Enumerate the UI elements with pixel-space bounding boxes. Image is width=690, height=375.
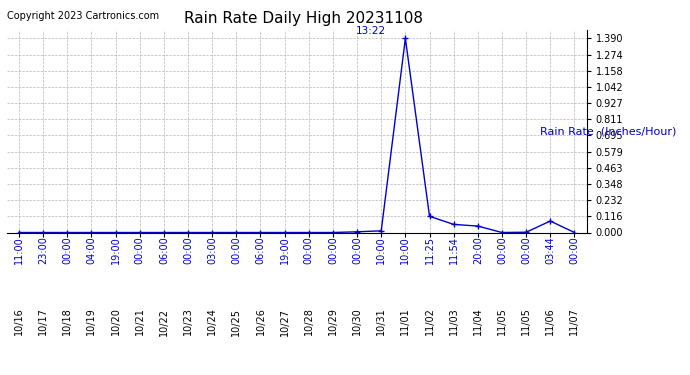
Text: 00:00: 00:00: [521, 236, 531, 264]
Text: 19:00: 19:00: [110, 236, 121, 264]
Text: 10:00: 10:00: [376, 236, 386, 264]
Text: 11/02: 11/02: [424, 308, 435, 335]
Text: 10/17: 10/17: [38, 308, 48, 335]
Text: 11/07: 11/07: [569, 308, 580, 335]
Text: 10/18: 10/18: [62, 308, 72, 335]
Text: 10/30: 10/30: [352, 308, 362, 335]
Text: 13:22: 13:22: [356, 26, 386, 36]
Text: 11:54: 11:54: [448, 236, 459, 264]
Text: 00:00: 00:00: [304, 236, 314, 264]
Text: 10/29: 10/29: [328, 308, 338, 335]
Text: 10/31: 10/31: [376, 308, 386, 335]
Text: 11/04: 11/04: [473, 308, 483, 335]
Text: 00:00: 00:00: [183, 236, 193, 264]
Text: 06:00: 06:00: [255, 236, 266, 264]
Text: Rain Rate  (Inches/Hour): Rain Rate (Inches/Hour): [540, 126, 676, 136]
Text: 00:00: 00:00: [328, 236, 338, 264]
Text: 10/26: 10/26: [255, 308, 266, 335]
Text: 11/06: 11/06: [545, 308, 555, 335]
Text: 03:44: 03:44: [545, 236, 555, 264]
Text: 10/23: 10/23: [183, 308, 193, 335]
Text: 10/27: 10/27: [279, 308, 290, 336]
Text: 06:00: 06:00: [159, 236, 169, 264]
Text: 11:25: 11:25: [424, 236, 435, 264]
Text: 19:00: 19:00: [279, 236, 290, 264]
Text: 10:00: 10:00: [400, 236, 411, 264]
Text: 10/24: 10/24: [207, 308, 217, 335]
Text: 00:00: 00:00: [497, 236, 507, 264]
Text: 04:00: 04:00: [86, 236, 97, 264]
Text: 10/16: 10/16: [14, 308, 24, 335]
Text: 00:00: 00:00: [569, 236, 580, 264]
Text: 00:00: 00:00: [231, 236, 241, 264]
Text: 10/21: 10/21: [135, 308, 145, 335]
Text: 10/28: 10/28: [304, 308, 314, 335]
Text: 00:00: 00:00: [62, 236, 72, 264]
Text: 10/22: 10/22: [159, 308, 169, 336]
Text: 11/03: 11/03: [448, 308, 459, 335]
Text: 11/01: 11/01: [400, 308, 411, 335]
Text: 10/25: 10/25: [231, 308, 241, 336]
Text: Rain Rate Daily High 20231108: Rain Rate Daily High 20231108: [184, 11, 423, 26]
Text: Copyright 2023 Cartronics.com: Copyright 2023 Cartronics.com: [7, 11, 159, 21]
Text: 23:00: 23:00: [38, 236, 48, 264]
Text: 11:00: 11:00: [14, 236, 24, 264]
Text: 20:00: 20:00: [473, 236, 483, 264]
Text: 11/05: 11/05: [497, 308, 507, 335]
Text: 11/05: 11/05: [521, 308, 531, 335]
Text: 10/20: 10/20: [110, 308, 121, 335]
Text: 10/19: 10/19: [86, 308, 97, 335]
Text: 03:00: 03:00: [207, 236, 217, 264]
Text: 00:00: 00:00: [135, 236, 145, 264]
Text: 00:00: 00:00: [352, 236, 362, 264]
